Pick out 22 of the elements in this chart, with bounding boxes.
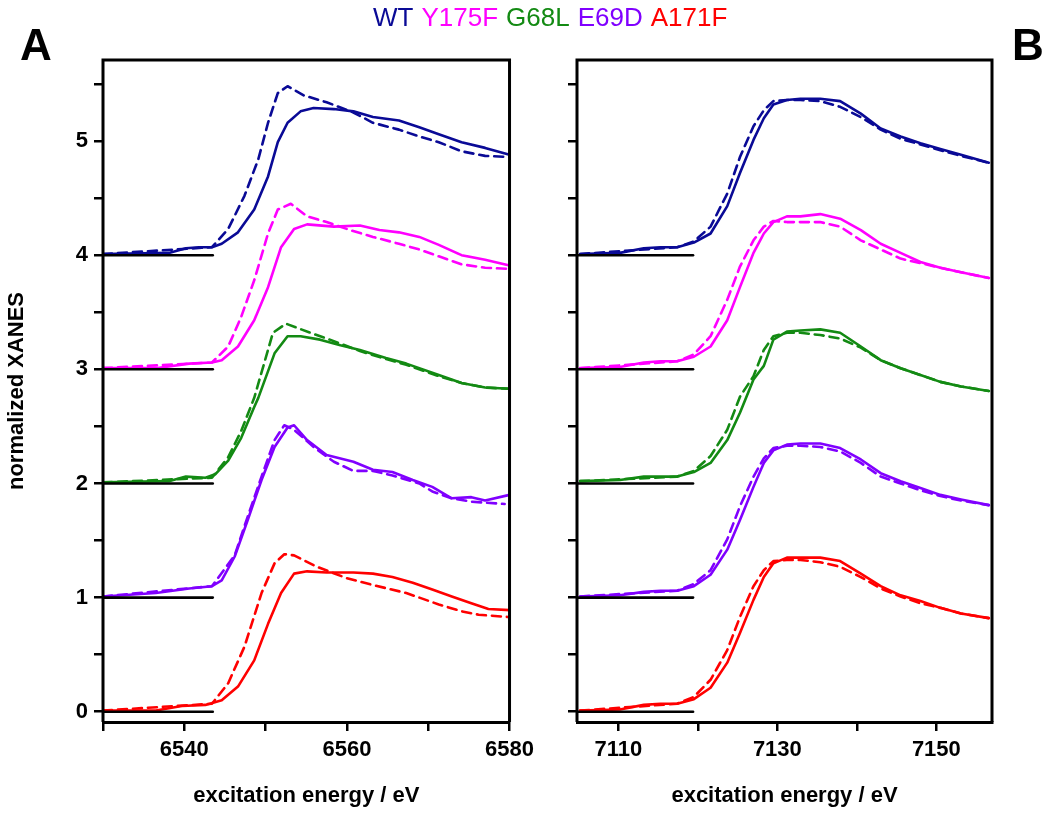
chart-title: A <box>20 20 52 70</box>
x-tick-label: 6560 <box>322 736 372 762</box>
text: Y175F <box>421 2 499 32</box>
y-tick-label: 3 <box>75 355 88 381</box>
y-tick-label: 1 <box>75 583 88 609</box>
x-tick-label: 7110 <box>594 736 643 762</box>
x-tick-label: 6580 <box>485 736 535 762</box>
y-tick-label: 0 <box>75 697 88 723</box>
text: A171F <box>650 2 728 32</box>
y-tick-label: 2 <box>75 469 88 495</box>
text: E69D <box>577 2 643 32</box>
x-tick-label: 7130 <box>752 736 802 762</box>
x-axis-title: excitation energy / eV <box>671 781 898 807</box>
y-tick-label: 5 <box>75 127 88 153</box>
chart-title: B <box>1012 20 1044 70</box>
x-tick-label: 6540 <box>159 736 209 762</box>
y-axis-title: normalized XANES <box>3 291 29 491</box>
text: WT <box>373 2 414 32</box>
x-axis-title: excitation energy / eV <box>193 781 420 807</box>
x-tick-label: 7150 <box>911 736 961 762</box>
y-tick-label: 4 <box>75 241 89 267</box>
text: G68L <box>506 2 570 32</box>
